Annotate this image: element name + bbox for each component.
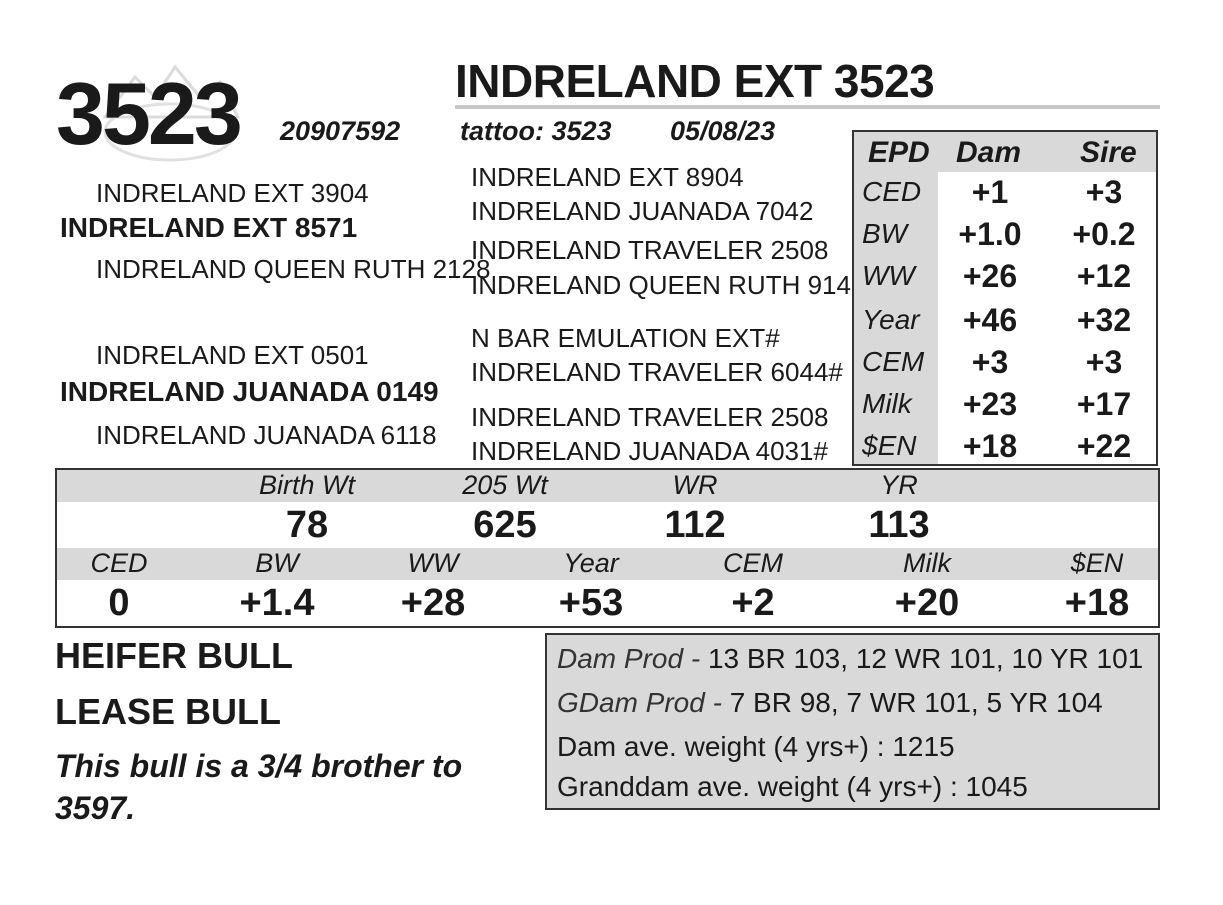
perf-header-birth-wt: Birth Wt [258, 470, 355, 500]
gdam-prod-value: 7 BR 98, 7 WR 101, 5 YR 104 [729, 687, 1103, 718]
dam-prod-line: Dam Prod - 13 BR 103, 12 WR 101, 10 YR 1… [557, 643, 1143, 675]
epd-dam-value: +26 [962, 258, 1018, 294]
epd-header-band [57, 548, 1158, 580]
birth-date: 05/08/23 [670, 116, 776, 146]
epd-sire-value: +0.2 [1072, 216, 1136, 252]
epd-header-year: Year [563, 548, 619, 578]
epd-sire-value: +3 [1085, 174, 1123, 210]
pedigree-dam: INDRELAND JUANADA 0149 [60, 376, 439, 407]
epd-header-milk: Milk [903, 548, 951, 578]
perf-value-birth-wt: 78 [285, 504, 329, 546]
epd-header-cem: CEM [723, 548, 783, 578]
bull-remark: This bull is a 3/4 brother to 3597. [55, 748, 463, 826]
epd-sire-value: +12 [1076, 258, 1132, 294]
epd-value-year: +53 [558, 582, 624, 624]
performance-table: Birth Wt 205 Wt WR YR 78 625 112 113 CED… [55, 468, 1160, 628]
ranch-logo-watermark [102, 64, 240, 162]
title-rule [455, 105, 1160, 109]
pedigree-dam-sire-dam: INDRELAND TRAVELER 6044# [471, 357, 843, 387]
dam-prod-label: Dam Prod - [557, 643, 708, 674]
pedigree-sire-sire-sire: INDRELAND EXT 8904 [471, 162, 744, 192]
pedigree-dam-sire-sire: N BAR EMULATION EXT# [471, 323, 780, 353]
pedigree-dam-dam-sire: INDRELAND TRAVELER 2508 [471, 402, 829, 432]
gdam-prod-line: GDam Prod - 7 BR 98, 7 WR 101, 5 YR 104 [557, 687, 1103, 719]
epd-dam-value: +1.0 [958, 216, 1022, 252]
dam-average-weight: Dam ave. weight (4 yrs+) : 1215 [557, 731, 955, 762]
epd-dam-value: +18 [962, 428, 1018, 464]
epd-dam-value: +23 [962, 386, 1018, 422]
gdam-prod-label: GDam Prod - [557, 687, 730, 718]
epd-row-label: Milk [862, 388, 912, 419]
epd-row-label: $EN [862, 430, 917, 461]
pedigree-sire-dam-sire: INDRELAND TRAVELER 2508 [471, 235, 829, 265]
epd-sire-value: +22 [1076, 428, 1132, 464]
epd-header-bw: BW [255, 548, 299, 578]
perf-header-wr: WR [672, 470, 718, 500]
epd-dam-value: +1 [971, 174, 1009, 210]
pedigree-dam-sire: INDRELAND EXT 0501 [96, 340, 369, 370]
pedigree-sire-dam: INDRELAND QUEEN RUTH 2128 [96, 254, 491, 284]
perf-value-yr: 113 [868, 504, 930, 546]
epd-row-label: WW [862, 260, 915, 291]
epd-value-cem: +2 [731, 582, 775, 624]
epd-row-label: BW [862, 218, 908, 249]
epd-sire-value: +17 [1076, 386, 1132, 422]
note-heifer-bull: HEIFER BULL [55, 635, 293, 676]
note-lease-bull: LEASE BULL [55, 691, 282, 732]
epd-value-milk: +20 [894, 582, 960, 624]
epd-header-band [854, 132, 1156, 172]
epd-header-en: $EN [1070, 548, 1124, 578]
epd-row-label: Year [862, 304, 920, 335]
registration-number: 20907592 [280, 116, 401, 146]
epd-value-ced: 0 [108, 582, 130, 624]
tattoo: tattoo: 3523 [460, 116, 612, 146]
pedigree-dam-dam-dam: INDRELAND JUANADA 4031# [471, 436, 828, 466]
epd-sire-value: +3 [1085, 344, 1123, 380]
epd-header-ced: CED [90, 548, 148, 578]
perf-header-205-wt: 205 Wt [462, 470, 548, 500]
epd-dam-value: +3 [971, 344, 1009, 380]
epd-header-sire: Sire [1080, 136, 1137, 169]
production-box: Dam Prod - 13 BR 103, 12 WR 101, 10 YR 1… [545, 633, 1160, 810]
granddam-average-weight: Granddam ave. weight (4 yrs+) : 1045 [557, 771, 1028, 802]
performance-header-band [57, 470, 1158, 502]
perf-value-205-wt: 625 [473, 504, 537, 546]
epd-value-bw: +1.4 [239, 582, 315, 624]
perf-header-yr: YR [880, 470, 918, 500]
pedigree-sire: INDRELAND EXT 8571 [60, 212, 358, 243]
perf-value-wr: 112 [664, 504, 726, 546]
pedigree-sire-sire-dam: INDRELAND JUANADA 7042 [471, 196, 814, 226]
epd-sire-value: +32 [1076, 302, 1132, 338]
epd-row-label: CEM [862, 346, 925, 377]
epd-value-ww: +28 [400, 582, 466, 624]
epd-comparison-table: EPD Dam Sire CED +1 +3 BW +1.0 +0.2 WW +… [852, 130, 1158, 466]
epd-row-label: CED [862, 176, 922, 207]
pedigree-sire-sire: INDRELAND EXT 3904 [96, 178, 369, 208]
dam-prod-value: 13 BR 103, 12 WR 101, 10 YR 101 [707, 643, 1144, 674]
epd-header-epd: EPD [868, 136, 930, 169]
epd-dam-value: +46 [962, 302, 1018, 338]
pedigree-sire-dam-dam: INDRELAND QUEEN RUTH 9140 [471, 270, 866, 300]
lot-number: 3523 [56, 64, 243, 163]
animal-name: INDRELAND EXT 3523 [455, 55, 935, 107]
pedigree-dam-dam: INDRELAND JUANADA 6118 [96, 420, 437, 450]
epd-label-column [854, 172, 938, 464]
epd-header-ww: WW [407, 548, 459, 578]
epd-header-dam: Dam [956, 136, 1022, 169]
epd-value-en: +18 [1064, 582, 1130, 624]
